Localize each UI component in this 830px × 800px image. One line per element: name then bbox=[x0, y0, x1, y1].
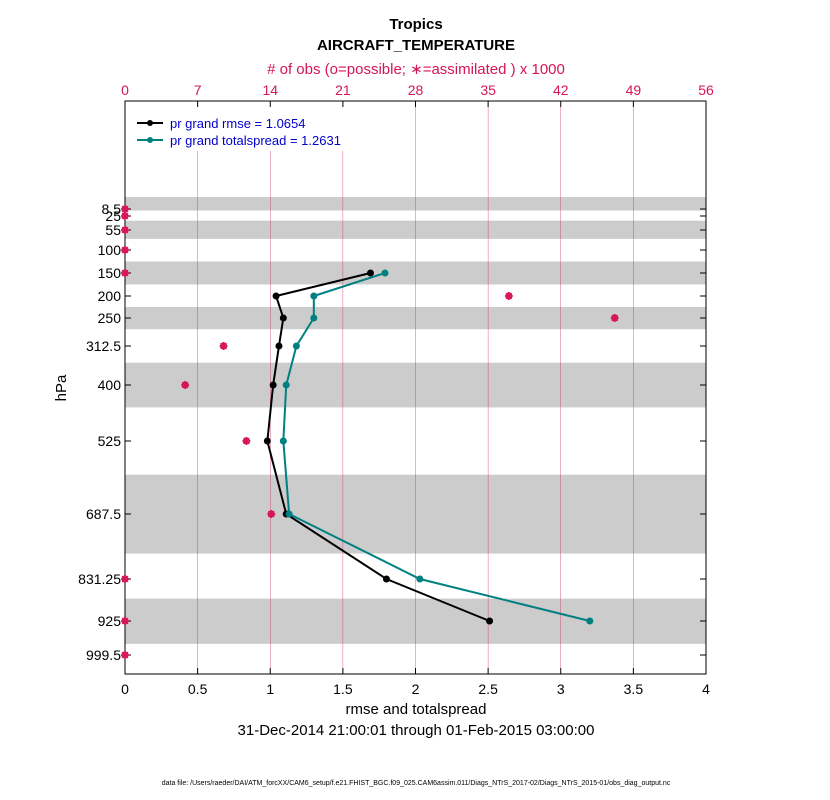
top-tick-label-3: 21 bbox=[335, 82, 351, 98]
y-tick-label-9: 525 bbox=[98, 433, 122, 449]
x-tick-label-4: 2 bbox=[412, 681, 420, 697]
obs-assimilated-4 bbox=[121, 269, 129, 277]
obs-assimilated-10 bbox=[267, 510, 276, 518]
series-1-point-7 bbox=[416, 575, 424, 583]
series-1-point-8 bbox=[586, 617, 594, 625]
series-0-point-4 bbox=[269, 381, 277, 389]
top-axis: 0 7 14 21 28 35 42 49 56 bbox=[121, 82, 714, 107]
legend-label-rmse: pr grand rmse = 1.0654 bbox=[170, 116, 306, 131]
y-tick-label-0: 8.5 bbox=[102, 201, 122, 217]
series-0-point-7 bbox=[382, 575, 390, 583]
y-tick-label-7: 312.5 bbox=[86, 338, 121, 354]
top-tick-label-2: 14 bbox=[262, 82, 278, 98]
y-tick-label-1: 25 bbox=[105, 208, 121, 224]
grid-lines bbox=[197, 101, 634, 674]
obs-assimilated-11 bbox=[121, 575, 129, 583]
series-0-point-3 bbox=[275, 342, 283, 350]
top-tick-label-1: 7 bbox=[194, 82, 202, 98]
series-1-point-5 bbox=[279, 437, 287, 445]
top-tick-label-5: 35 bbox=[480, 82, 496, 98]
legend-marker-spread bbox=[147, 137, 153, 143]
chart-subtitle: AIRCRAFT_TEMPERATURE bbox=[317, 37, 515, 54]
y-tick-label-4: 150 bbox=[98, 265, 122, 281]
series-0-point-1 bbox=[272, 292, 280, 300]
y-tick-label-5: 200 bbox=[98, 288, 122, 304]
obs-assimilated-0 bbox=[121, 205, 129, 213]
y-tick-label-13: 999.5 bbox=[86, 647, 121, 663]
y-tick-label-12: 925 bbox=[98, 613, 122, 629]
date-range: 31-Dec-2014 21:00:01 through 01-Feb-2015… bbox=[238, 722, 595, 739]
obs-markers bbox=[121, 205, 619, 659]
series-0-point-5 bbox=[263, 437, 271, 445]
series-1-point-1 bbox=[310, 292, 318, 300]
obs-star-stroke-3 bbox=[121, 226, 129, 234]
obs-assimilated-1 bbox=[121, 212, 129, 220]
y-tick-label-6: 250 bbox=[98, 310, 122, 326]
y-axis-label: hPa bbox=[53, 374, 70, 401]
obs-star-stroke-3 bbox=[505, 292, 513, 300]
top-tick-label-7: 49 bbox=[626, 82, 642, 98]
legend-label-spread: pr grand totalspread = 1.2631 bbox=[170, 133, 341, 148]
legend-marker-rmse bbox=[147, 120, 153, 126]
obs-assimilated-5 bbox=[504, 292, 513, 300]
series-1-point-4 bbox=[282, 381, 290, 389]
legend-box bbox=[131, 107, 367, 151]
obs-star-stroke-3 bbox=[121, 617, 129, 625]
obs-star-stroke-3 bbox=[121, 269, 129, 277]
series-0-point-0 bbox=[366, 269, 374, 277]
series-0-point-2 bbox=[279, 314, 287, 322]
legend: pr grand rmse = 1.0654 pr grand totalspr… bbox=[131, 107, 367, 151]
x-tick-label-0: 0 bbox=[121, 681, 129, 697]
x-tick-label-1: 0.5 bbox=[188, 681, 208, 697]
y-tick-label-8: 400 bbox=[98, 377, 122, 393]
top-axis-label: # of obs (o=possible; ∗=assimilated ) x … bbox=[267, 61, 565, 78]
series-1-point-2 bbox=[310, 314, 318, 322]
y-tick-label-11: 831.25 bbox=[78, 571, 121, 587]
top-tick-label-4: 28 bbox=[408, 82, 424, 98]
obs-assimilated-7 bbox=[219, 342, 228, 350]
x-tick-label-6: 3 bbox=[557, 681, 565, 697]
obs-star-stroke-3 bbox=[121, 651, 129, 659]
x-tick-label-3: 1.5 bbox=[333, 681, 353, 697]
obs-assimilated-2 bbox=[121, 226, 129, 234]
series-0-point-8 bbox=[486, 617, 494, 625]
obs-star-stroke-3 bbox=[121, 205, 129, 213]
top-tick-label-6: 42 bbox=[553, 82, 569, 98]
x-axis: 0 0.5 1 1.5 2 2.5 3 3.5 4 bbox=[121, 668, 710, 697]
obs-star-stroke-3 bbox=[267, 510, 275, 518]
obs-assimilated-6 bbox=[610, 314, 619, 322]
y-tick-label-10: 687.5 bbox=[86, 506, 121, 522]
series-1-point-3 bbox=[292, 342, 300, 350]
top-tick-label-0: 0 bbox=[121, 82, 129, 98]
obs-assimilated-12 bbox=[121, 617, 129, 625]
obs-assimilated-8 bbox=[181, 381, 190, 389]
series-1-point-0 bbox=[381, 269, 389, 277]
obs-star-stroke-3 bbox=[181, 381, 189, 389]
obs-star-stroke-3 bbox=[121, 246, 129, 254]
x-tick-label-8: 4 bbox=[702, 681, 710, 697]
obs-star-stroke-3 bbox=[243, 437, 250, 445]
obs-assimilated-13 bbox=[121, 651, 129, 659]
x-tick-label-5: 2.5 bbox=[478, 681, 498, 697]
footer-file-path: data file: /Users/raeder/DAI/ATM_forcXX/… bbox=[162, 780, 671, 787]
obs-star-stroke-3 bbox=[611, 314, 619, 322]
y-tick-label-3: 100 bbox=[98, 242, 122, 258]
obs-assimilated-9 bbox=[242, 437, 251, 445]
obs-assimilated-3 bbox=[121, 246, 129, 254]
top-tick-label-8: 56 bbox=[698, 82, 714, 98]
y-tick-label-2: 55 bbox=[105, 222, 121, 238]
series-1-point-6 bbox=[285, 510, 293, 518]
x-tick-label-7: 3.5 bbox=[624, 681, 644, 697]
obs-star-stroke-3 bbox=[220, 342, 227, 350]
x-axis-label: rmse and totalspread bbox=[346, 701, 487, 718]
chart-title: Tropics bbox=[389, 16, 442, 33]
x-tick-label-2: 1 bbox=[266, 681, 274, 697]
series-lines bbox=[263, 269, 594, 625]
obs-star-stroke-3 bbox=[121, 212, 129, 220]
obs-star-stroke-3 bbox=[121, 575, 129, 583]
